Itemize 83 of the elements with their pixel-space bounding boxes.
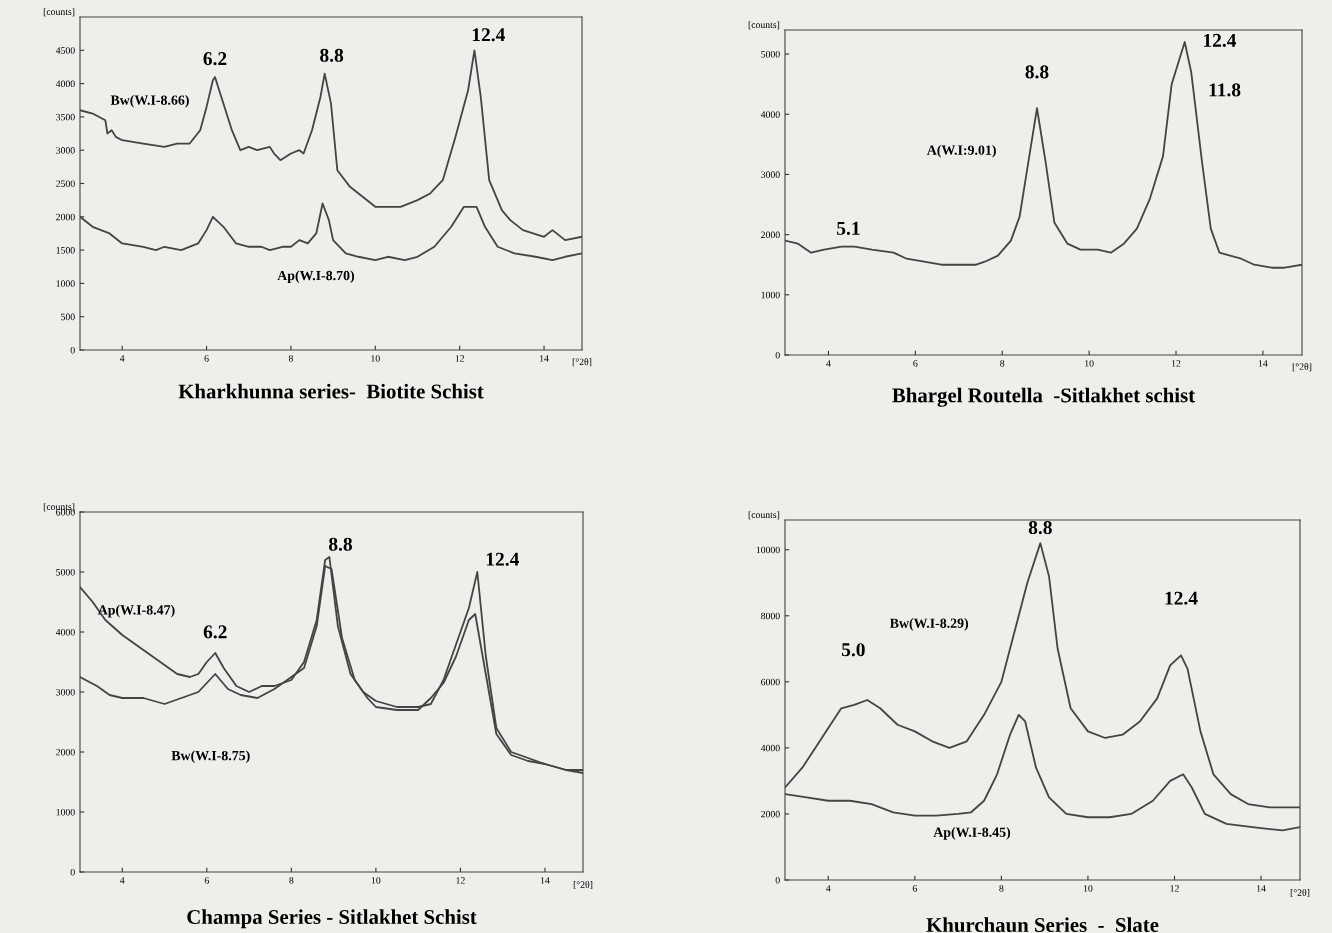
- x-tick-label: 6: [913, 360, 918, 367]
- y-tick-label: 0: [70, 868, 75, 876]
- x-axis-title: [°2θ]: [1290, 888, 1310, 898]
- y-tick-label: 6000: [761, 678, 780, 686]
- x-tick-label: 4: [826, 885, 831, 892]
- x-tick-label: 6: [204, 355, 209, 362]
- annotation: Ap(W.I-8.45): [933, 827, 1011, 840]
- annotation: Ap(W.I-8.47): [97, 604, 175, 618]
- y-axis-title: [counts]: [43, 8, 75, 17]
- y-tick-label: 5000: [56, 568, 75, 576]
- y-tick-label: 1000: [56, 280, 75, 287]
- x-tick-label: 14: [1258, 360, 1268, 367]
- text: Kharkhunna series- Biotite Schist: [178, 383, 484, 399]
- y-tick-label: 8000: [761, 612, 780, 620]
- y-tick-label: 5000: [761, 50, 780, 58]
- x-tick-label: 14: [540, 355, 549, 362]
- x-tick-label: 4: [119, 355, 125, 362]
- annotation: A(W.I:9.01): [926, 145, 996, 158]
- annotation: Bw(W.I-8.29): [889, 618, 969, 631]
- y-tick-label: 3000: [56, 688, 75, 696]
- y-tick-label: 2000: [761, 231, 780, 239]
- y-tick-label: 2000: [56, 213, 75, 221]
- y-tick-label: 2000: [56, 748, 75, 756]
- x-tick-label: 12: [1172, 360, 1181, 367]
- y-tick-label: 4000: [55, 628, 75, 636]
- annotation: 12.4: [1203, 33, 1237, 47]
- x-axis-title: [°2θ]: [1292, 363, 1312, 372]
- annotation: 8.8: [1025, 65, 1049, 79]
- text: Champa Series - Sitlakhet Schist: [187, 909, 477, 929]
- y-tick-label: 4000: [760, 744, 780, 752]
- x-tick-label: 12: [456, 877, 465, 884]
- x-tick-label: 10: [1085, 360, 1094, 367]
- annotation: 8.8: [1028, 520, 1052, 535]
- text: Khurchaun Series - Slate: [926, 917, 1159, 933]
- y-tick-label: 4000: [55, 80, 75, 88]
- annotation: 5.1: [837, 221, 860, 235]
- y-tick-label: 0: [70, 346, 75, 354]
- x-tick-label: 12: [1170, 885, 1179, 892]
- x-tick-label: 14: [540, 877, 550, 884]
- annotation: Bw(W.I-8.66): [110, 95, 189, 108]
- y-tick-label: 10000: [756, 546, 780, 554]
- x-axis-title: [°2θ]: [572, 358, 592, 367]
- annotation: 12.4: [486, 552, 519, 566]
- x-tick-label: 10: [371, 877, 381, 884]
- x-tick-label: 8: [999, 885, 1004, 892]
- y-tick-label: 2500: [56, 180, 75, 187]
- x-tick-label: 10: [371, 355, 380, 362]
- y-tick-label: 1000: [56, 808, 75, 816]
- annotation: 11.8: [1209, 83, 1241, 97]
- annotation: 12.4: [1165, 591, 1198, 605]
- x-tick-label: 10: [1083, 885, 1093, 892]
- y-tick-label: 0: [775, 876, 780, 884]
- x-axis-title: [°2θ]: [573, 880, 593, 890]
- annotation: 8.8: [320, 48, 344, 62]
- annotation: 8.8: [328, 537, 353, 551]
- x-tick-label: 4: [826, 360, 831, 367]
- annotation: Bw(W.I-8.75): [171, 750, 250, 764]
- x-tick-label: 8: [289, 877, 294, 884]
- y-tick-label: 3000: [761, 171, 780, 178]
- y-tick-label: 1500: [56, 247, 75, 254]
- x-tick-label: 6: [204, 877, 209, 884]
- y-tick-label: 3000: [56, 147, 75, 154]
- x-tick-label: 12: [455, 355, 464, 362]
- y-axis-title: [counts]: [748, 21, 780, 30]
- x-tick-label: 6: [912, 885, 917, 892]
- x-tick-label: 4: [120, 877, 125, 884]
- y-tick-label: 1000: [761, 291, 780, 299]
- y-tick-label: 0: [775, 351, 780, 359]
- x-tick-label: 8: [1000, 360, 1005, 367]
- x-tick-label: 14: [1257, 885, 1266, 892]
- x-tick-label: 8: [288, 355, 293, 362]
- annotation: 6.2: [203, 625, 227, 639]
- y-tick-label: 2000: [761, 810, 780, 818]
- annotation: 12.4: [472, 28, 505, 42]
- y-tick-label: 500: [61, 313, 75, 321]
- y-tick-label: 4500: [55, 47, 75, 54]
- annotation: Ap(W.I-8.70): [277, 270, 355, 284]
- text: Bhargel Routella -Sitlakhet schist: [892, 387, 1196, 407]
- y-axis-title: [counts]: [748, 511, 780, 520]
- y-tick-label: 3500: [56, 113, 75, 121]
- annotation: 5.0: [841, 643, 865, 657]
- y-tick-label: 4000: [760, 111, 780, 118]
- annotation: 6.2: [203, 52, 227, 66]
